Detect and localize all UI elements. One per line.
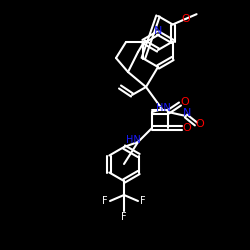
Text: F: F bbox=[140, 196, 146, 206]
Text: O: O bbox=[181, 14, 190, 24]
Text: F: F bbox=[121, 212, 127, 222]
Text: HN: HN bbox=[156, 103, 170, 113]
Text: O: O bbox=[180, 97, 190, 107]
Text: O: O bbox=[196, 119, 204, 129]
Text: O: O bbox=[182, 123, 192, 133]
Text: N: N bbox=[183, 108, 191, 118]
Text: F: F bbox=[102, 196, 108, 206]
Text: N: N bbox=[154, 26, 162, 36]
Text: HN: HN bbox=[126, 135, 140, 145]
